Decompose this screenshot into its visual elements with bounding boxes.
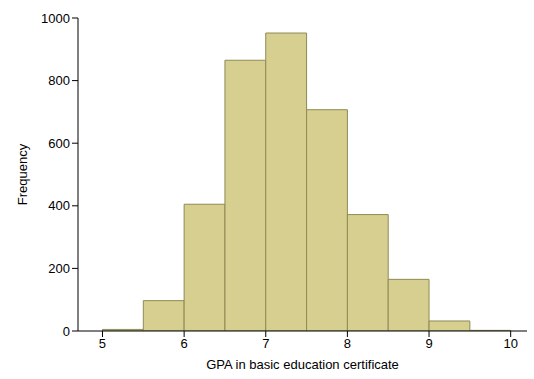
svg-text:400: 400 <box>48 198 70 213</box>
svg-text:10: 10 <box>503 336 517 351</box>
svg-text:600: 600 <box>48 136 70 151</box>
svg-text:9: 9 <box>425 336 432 351</box>
svg-text:800: 800 <box>48 73 70 88</box>
svg-text:8: 8 <box>344 336 351 351</box>
svg-text:6: 6 <box>181 336 188 351</box>
svg-text:200: 200 <box>48 261 70 276</box>
svg-text:5: 5 <box>99 336 106 351</box>
svg-text:1000: 1000 <box>41 11 70 26</box>
svg-text:GPA in basic education certifi: GPA in basic education certificate <box>206 357 399 372</box>
svg-text:0: 0 <box>63 324 70 339</box>
svg-text:Frequency: Frequency <box>15 143 30 205</box>
svg-text:7: 7 <box>262 336 269 351</box>
